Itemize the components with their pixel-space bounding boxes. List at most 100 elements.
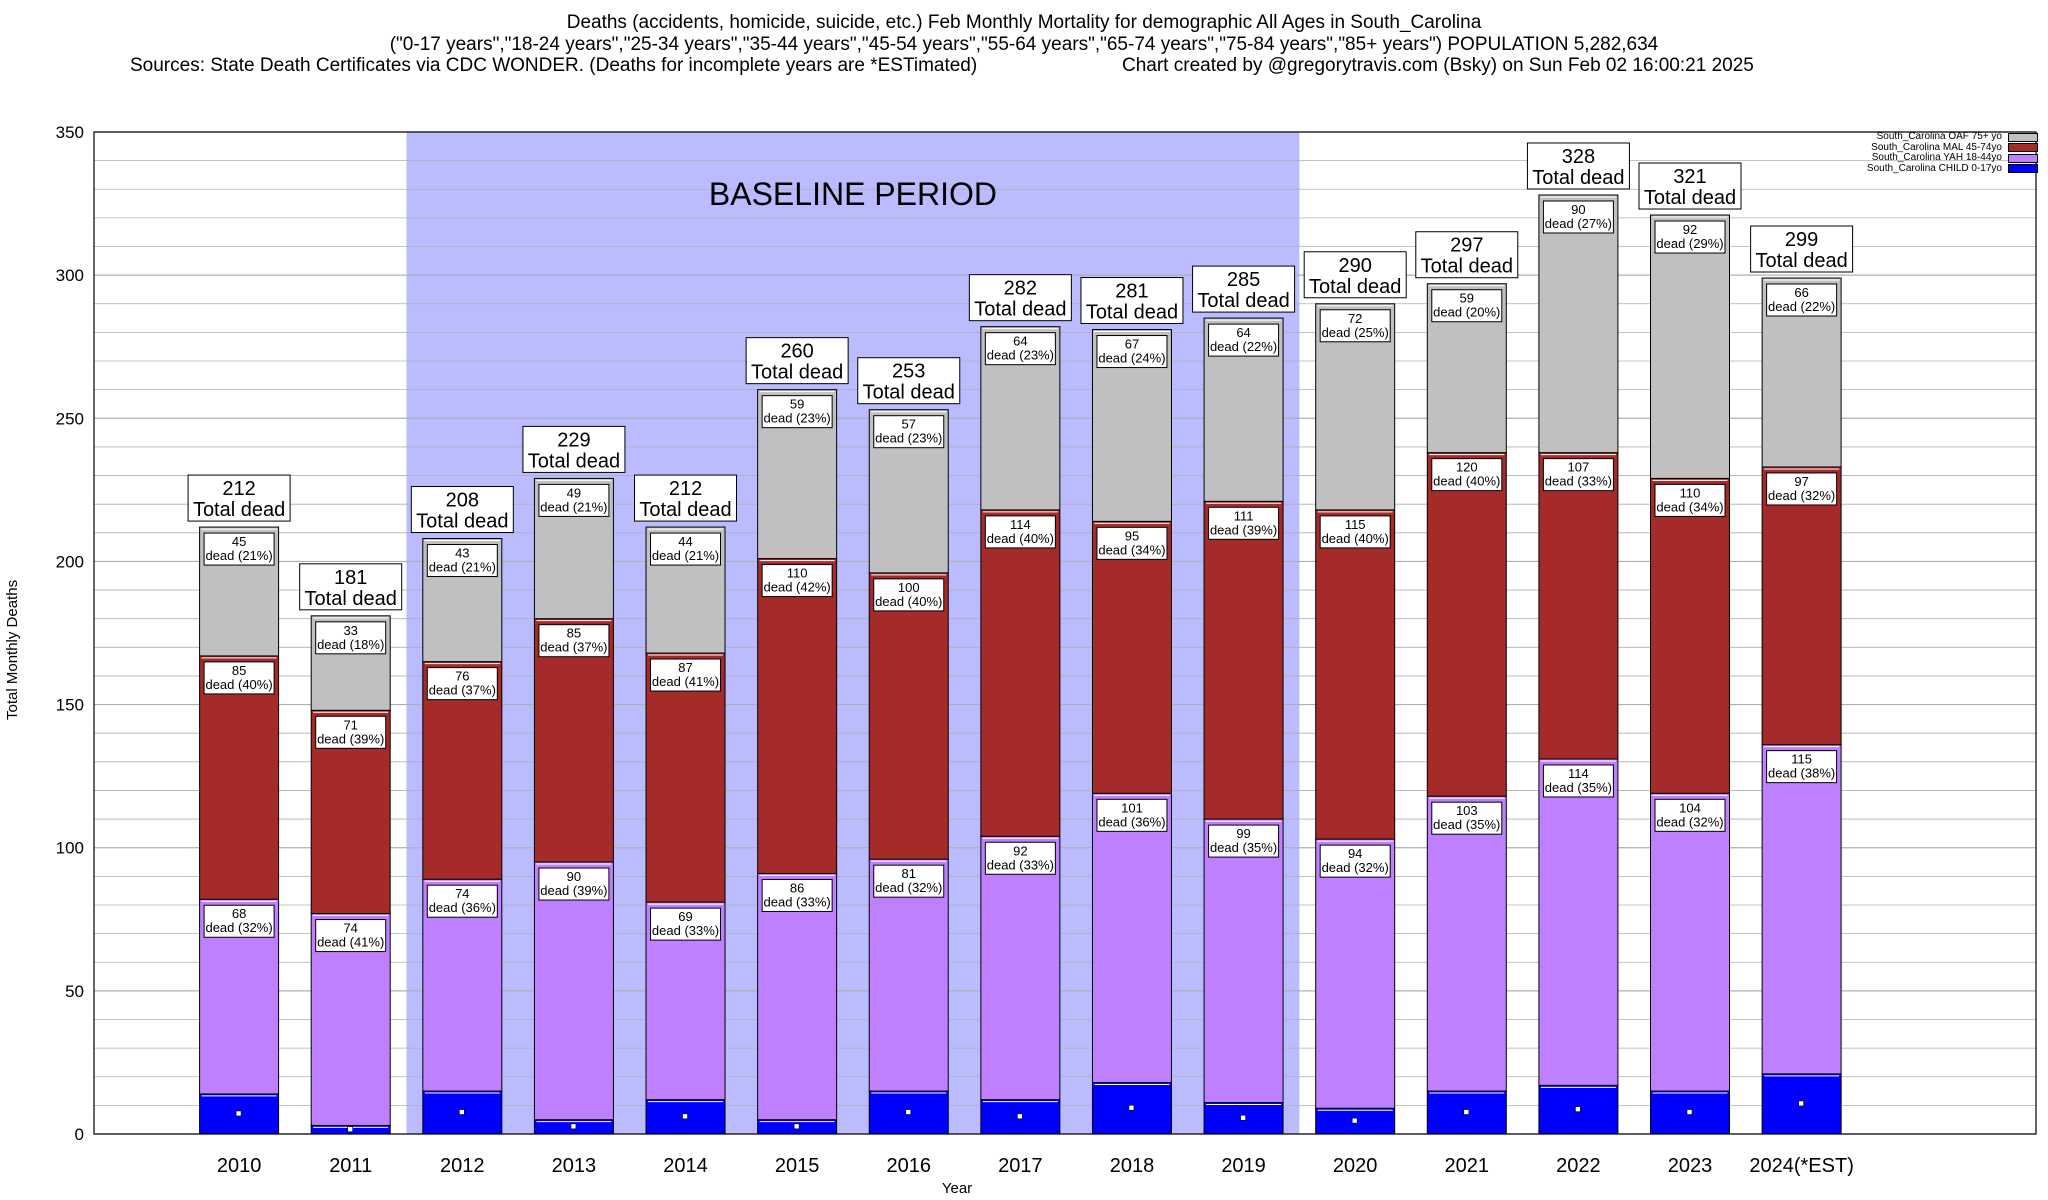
legend-swatch bbox=[2008, 164, 2038, 174]
segment-label-box bbox=[984, 841, 1056, 875]
x-tick-label: 2011 bbox=[329, 1155, 372, 1177]
segment-label-box bbox=[1766, 472, 1838, 506]
segment-label-box bbox=[203, 532, 275, 566]
legend-item: South_Carolina MAL 45-74yo bbox=[1858, 142, 2038, 154]
bar-segment bbox=[980, 509, 1061, 837]
x-tick-label: 2022 bbox=[1556, 1155, 1601, 1177]
segment-label-box bbox=[203, 661, 275, 695]
segment-value-label: 66 bbox=[1794, 285, 1808, 300]
segment-value-label: 115 bbox=[1345, 517, 1366, 532]
segment-pct-label: dead (20%) bbox=[1433, 305, 1500, 320]
segment-value-label: 64 bbox=[1013, 334, 1027, 349]
chart-subtitle-ages: ("0-17 years","18-24 years","25-34 years… bbox=[389, 34, 1659, 55]
segment-pct-label: dead (32%) bbox=[1656, 814, 1723, 829]
segment-pct-label: dead (37%) bbox=[429, 683, 496, 698]
y-tick-label: 300 bbox=[56, 266, 84, 285]
x-tick-label: 2015 bbox=[775, 1155, 820, 1177]
x-tick-label: 2020 bbox=[1333, 1155, 1378, 1177]
child-marker bbox=[235, 1110, 242, 1117]
segment-value-label: 44 bbox=[678, 534, 692, 549]
child-marker bbox=[1686, 1109, 1693, 1115]
segment-pct-label: dead (40%) bbox=[1433, 474, 1500, 489]
segment-label-box bbox=[1654, 220, 1726, 254]
segment-label-box bbox=[1319, 515, 1391, 549]
segment-label-box bbox=[1542, 764, 1614, 798]
legend-item: South_Carolina OAF 75+ yo bbox=[1858, 131, 2038, 143]
total-suffix-label: Total dead bbox=[1197, 290, 1289, 312]
segment-pct-label: dead (32%) bbox=[205, 920, 272, 935]
legend-label: South_Carolina YAH 18-44yo bbox=[1871, 152, 2002, 163]
total-suffix-label: Total dead bbox=[1755, 250, 1847, 272]
segment-pct-label: dead (23%) bbox=[987, 348, 1054, 363]
total-label-box bbox=[299, 563, 403, 611]
segment-label-box bbox=[1431, 458, 1503, 492]
bar-segment bbox=[980, 835, 1061, 1101]
y-tick-label: 250 bbox=[56, 409, 84, 428]
segment-value-label: 69 bbox=[678, 909, 692, 924]
bar-segment bbox=[199, 655, 280, 900]
segment-label-box bbox=[315, 919, 387, 953]
total-value-label: 328 bbox=[1562, 146, 1595, 168]
total-label-box bbox=[1526, 142, 1630, 190]
child-marker bbox=[570, 1123, 577, 1130]
child-marker bbox=[905, 1109, 912, 1115]
x-axis-label: Year bbox=[941, 1180, 973, 1197]
segment-value-label: 97 bbox=[1794, 474, 1808, 489]
segment-label-box bbox=[538, 624, 610, 658]
legend-label: South_Carolina CHILD 0-17yo bbox=[1866, 162, 2002, 174]
total-label-box bbox=[1638, 162, 1742, 210]
segment-pct-label: dead (33%) bbox=[764, 894, 831, 909]
segment-value-label: 107 bbox=[1568, 460, 1590, 475]
segment-value-label: 110 bbox=[1680, 485, 1701, 500]
segment-label-box bbox=[650, 532, 722, 566]
segment-label-box bbox=[650, 658, 722, 692]
bar-segment bbox=[1203, 818, 1284, 1104]
bar-segment bbox=[1538, 758, 1619, 1086]
y-axis-label: Total Monthly Deaths bbox=[4, 579, 21, 720]
x-tick-label: 2010 bbox=[217, 1155, 262, 1177]
legend-swatch bbox=[2008, 132, 2038, 142]
child-marker bbox=[1798, 1100, 1804, 1107]
segment-pct-label: dead (25%) bbox=[1322, 325, 1389, 340]
segment-label-box bbox=[426, 884, 498, 918]
total-suffix-label: Total dead bbox=[1532, 167, 1624, 189]
segment-value-label: 103 bbox=[1456, 803, 1478, 818]
x-tick-label: 2012 bbox=[440, 1155, 485, 1177]
total-suffix-label: Total dead bbox=[528, 450, 620, 472]
legend-item: South_Carolina CHILD 0-17yo bbox=[1858, 162, 2038, 175]
total-suffix-label: Total dead bbox=[305, 588, 397, 610]
segment-pct-label: dead (38%) bbox=[1768, 766, 1835, 781]
legend-item: South_Carolina YAH 18-44yo bbox=[1858, 152, 2038, 164]
y-tick-label: 100 bbox=[56, 839, 84, 858]
bar-segment bbox=[1091, 520, 1172, 794]
segment-label-box bbox=[1319, 844, 1391, 878]
total-value-label: 212 bbox=[669, 478, 702, 500]
segment-pct-label: dead (35%) bbox=[1433, 817, 1500, 832]
segment-value-label: 90 bbox=[1571, 202, 1585, 217]
total-value-label: 260 bbox=[780, 341, 813, 363]
y-tick-label: 200 bbox=[56, 552, 84, 571]
total-label-box bbox=[634, 474, 738, 522]
total-suffix-label: Total dead bbox=[1086, 302, 1178, 324]
y-tick-label: 150 bbox=[56, 696, 84, 715]
x-tick-label: 2018 bbox=[1110, 1155, 1155, 1177]
segment-pct-label: dead (29%) bbox=[1656, 236, 1723, 251]
bar-segment bbox=[1761, 744, 1842, 1075]
segment-label-box bbox=[426, 667, 498, 701]
segment-label-box bbox=[1431, 801, 1503, 835]
bar-segment bbox=[868, 572, 949, 860]
segment-value-label: 74 bbox=[343, 921, 357, 936]
segment-pct-label: dead (21%) bbox=[540, 499, 607, 514]
segment-value-label: 71 bbox=[343, 717, 357, 732]
segment-pct-label: dead (33%) bbox=[987, 857, 1054, 872]
segment-label-box bbox=[1654, 483, 1726, 517]
child-marker bbox=[1128, 1104, 1135, 1111]
x-tick-label: 2014 bbox=[663, 1155, 708, 1177]
segment-value-label: 64 bbox=[1236, 325, 1250, 340]
x-tick-label: 2023 bbox=[1668, 1155, 1713, 1177]
segment-value-label: 101 bbox=[1121, 800, 1143, 815]
bar-segment bbox=[1538, 452, 1619, 760]
segment-label-box bbox=[1542, 458, 1614, 492]
segment-label-box bbox=[1654, 798, 1726, 832]
total-value-label: 299 bbox=[1785, 229, 1818, 251]
